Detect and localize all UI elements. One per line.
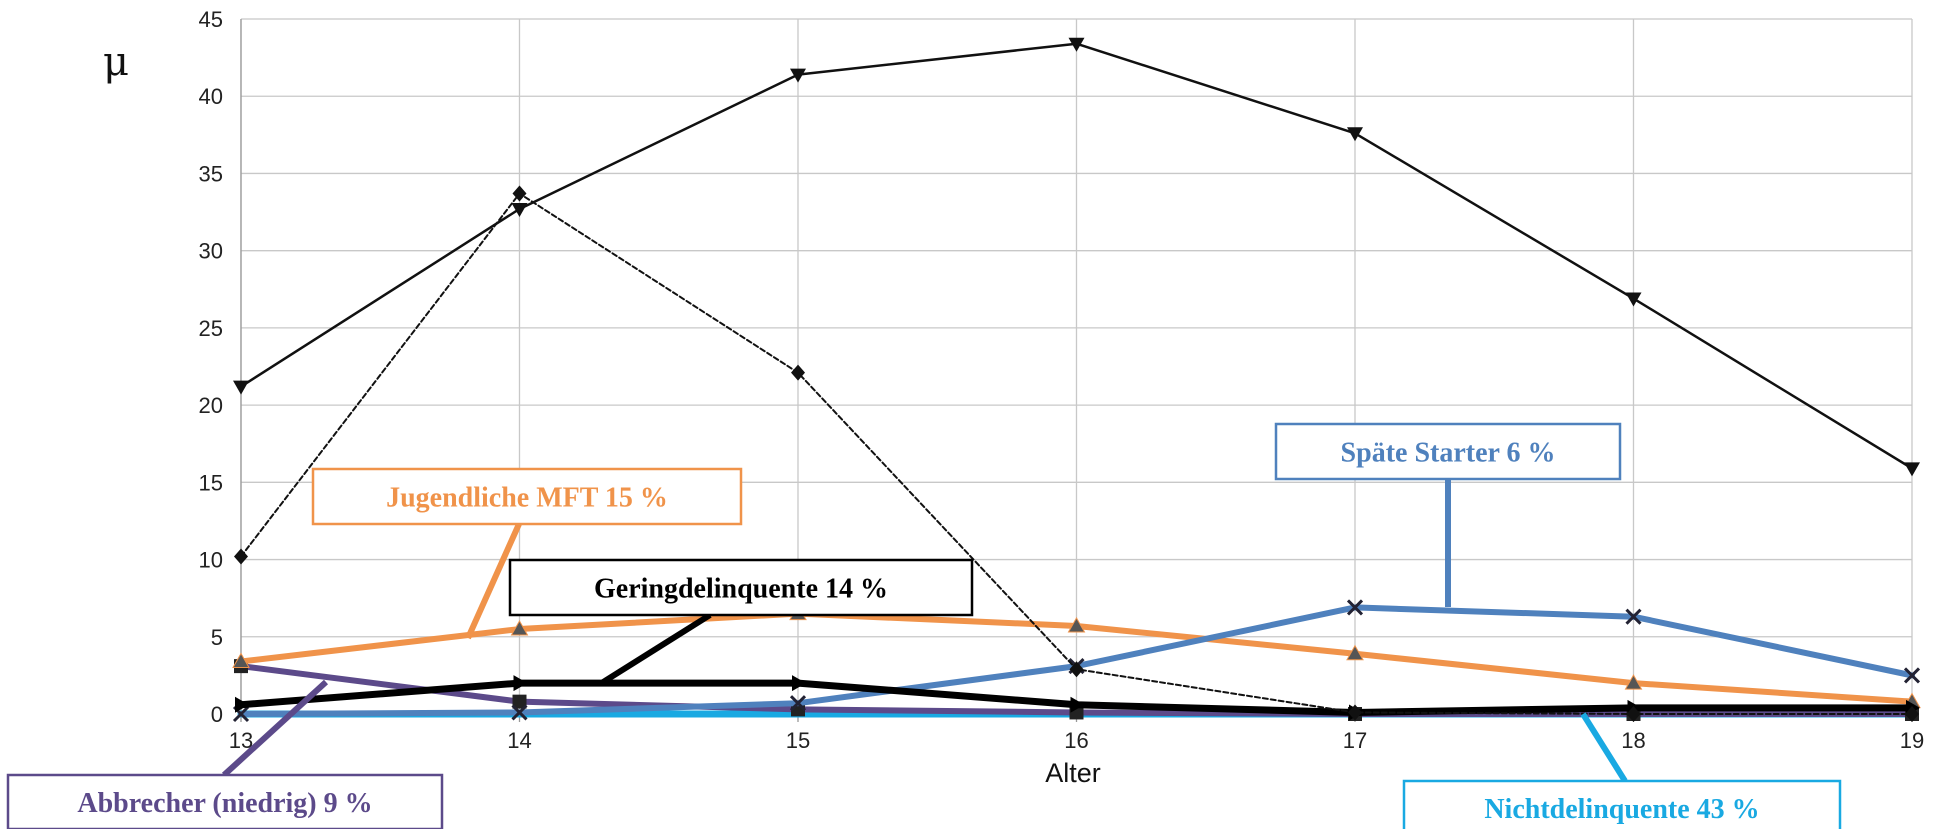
callout-label: Nichtdelinquente 43 % — [1484, 794, 1759, 825]
callout-box — [311, 467, 743, 526]
data-point-marker — [1348, 704, 1362, 721]
data-point-marker — [232, 652, 250, 668]
data-point-marker — [513, 675, 528, 692]
x-tick-label: 15 — [786, 728, 810, 753]
callout-label: Jugendliche MFT 15 % — [386, 483, 668, 514]
data-point-marker — [511, 704, 528, 721]
callout-box — [6, 773, 444, 829]
y-tick-label: 5 — [211, 625, 223, 650]
series-layer — [232, 37, 1921, 723]
data-point-marker — [1346, 599, 1364, 616]
data-point-marker — [511, 202, 528, 217]
data-point-marker — [789, 695, 807, 712]
x-tick-label: 17 — [1343, 728, 1367, 753]
data-point-marker — [1905, 706, 1919, 722]
callouts: Jugendliche MFT 15 % Späte Starter 6 % Ger… — [6, 422, 1842, 829]
data-point-marker — [1625, 292, 1642, 307]
y-tick-label: 30 — [199, 239, 223, 264]
x-tick-label: 19 — [1900, 728, 1924, 753]
data-point-marker — [791, 364, 805, 381]
callout-leader-line — [598, 612, 712, 687]
y-tick-label: 10 — [199, 548, 223, 573]
data-point-marker — [233, 380, 249, 395]
data-point-marker — [1347, 127, 1363, 142]
data-point-marker — [234, 548, 248, 565]
callout-1: Späte Starter 6 % — [1274, 422, 1622, 607]
series-0 — [233, 37, 1920, 477]
data-point-marker — [1070, 696, 1085, 713]
callout-4: Nichtdelinquente 43 % — [1402, 712, 1842, 829]
callout-leader-line — [1580, 712, 1628, 783]
data-point-marker — [512, 185, 527, 202]
y-tick-label: 40 — [199, 84, 223, 109]
x-tick-label: 16 — [1064, 728, 1088, 753]
callout-2: Geringdelinquente 14 % — [508, 558, 974, 687]
data-point-marker — [235, 696, 249, 713]
callout-leader-line — [221, 679, 329, 778]
data-point-marker — [1624, 674, 1643, 690]
series-1 — [234, 185, 1919, 722]
y-tick-label: 15 — [199, 470, 223, 495]
y-tick-labels: 0 5 10 15 20 25 30 35 40 45 — [199, 7, 223, 727]
callout-0: Jugendliche MFT 15 % — [311, 467, 743, 640]
data-point-marker — [792, 675, 806, 692]
y-tick-label: 35 — [199, 161, 223, 186]
data-point-marker — [1069, 661, 1084, 678]
data-point-marker — [790, 68, 806, 83]
callout-3: Abbrecher (niedrig) 9 % — [6, 679, 444, 829]
data-point-marker — [512, 694, 527, 709]
callout-leader-line — [465, 522, 522, 640]
y-tick-label: 0 — [211, 702, 223, 727]
grid-lines — [240, 18, 1913, 722]
data-point-marker — [1068, 37, 1085, 52]
data-point-marker — [1904, 462, 1920, 477]
data-point-marker — [1625, 608, 1642, 625]
callout-label: Späte Starter 6 % — [1341, 438, 1556, 469]
data-point-marker — [1346, 644, 1364, 661]
data-point-marker — [1903, 667, 1921, 684]
callout-box — [508, 558, 974, 617]
y-axis-label: μ — [103, 39, 129, 85]
callout-label: Geringdelinquente 14 % — [594, 574, 888, 605]
x-tick-label: 18 — [1621, 728, 1645, 753]
data-point-marker — [510, 620, 529, 636]
x-axis-label: Alter — [1045, 758, 1101, 788]
callout-label: Abbrecher (niedrig) 9 % — [77, 788, 372, 819]
y-tick-label: 25 — [199, 316, 223, 341]
data-point-marker — [1067, 616, 1086, 633]
y-tick-label: 45 — [199, 7, 223, 32]
x-tick-labels: 13 14 15 16 17 18 19 — [229, 728, 1924, 753]
callout-box — [1274, 422, 1622, 481]
y-tick-label: 20 — [199, 393, 223, 418]
data-point-marker — [1626, 706, 1641, 722]
x-tick-label: 14 — [507, 728, 531, 753]
callout-box — [1402, 779, 1842, 829]
